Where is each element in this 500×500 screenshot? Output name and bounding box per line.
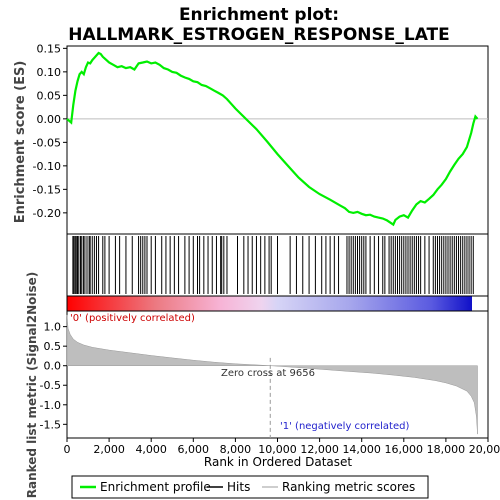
metric-ytick-label: -1.5: [40, 418, 61, 431]
es-ytick-label: 0.05: [37, 89, 62, 102]
metric-ylabel: Ranked list metric (Signal2Noise): [25, 272, 39, 499]
metric-ytick-label: 0.5: [44, 340, 62, 353]
es-ytick-label: -0.05: [33, 136, 61, 149]
legend-metric-label: Ranking metric scores: [282, 480, 415, 494]
rank-color-bar: [67, 296, 472, 311]
metric-ytick-label: 1.0: [44, 321, 62, 334]
negative-label: '1' (negatively correlated): [280, 421, 409, 432]
es-panel-frame: [66, 45, 489, 235]
metric-ytick-label: 0.0: [44, 360, 62, 373]
enrichment-profile-line: [66, 51, 479, 227]
x-tick-label: 16,000: [385, 443, 424, 456]
x-tick-label: 4,000: [135, 443, 167, 456]
zero-cross-label: Zero cross at 9656: [221, 368, 315, 379]
es-ytick-label: -0.20: [33, 207, 61, 220]
x-tick-label: 8,000: [220, 443, 252, 456]
es-ytick-label: 0.15: [37, 42, 62, 55]
ranking-metric-area: [66, 314, 478, 435]
x-tick-label: 6,000: [178, 443, 210, 456]
legend-box: [71, 475, 429, 499]
x-tick-label: 14,000: [342, 443, 381, 456]
x-tick-label: 0: [64, 443, 71, 456]
legend-enrichment-label: Enrichment profile: [100, 480, 211, 494]
es-ytick-label: -0.15: [33, 183, 61, 196]
legend-hits-label: Hits: [227, 480, 250, 494]
x-tick-label: 20,000: [469, 443, 500, 456]
es-ytick-label: 0.00: [37, 113, 62, 126]
es-ytick-label: 0.10: [37, 66, 62, 79]
x-tick-label: 12,000: [300, 443, 339, 456]
es-ytick-label: -0.10: [33, 160, 61, 173]
chart-title-line1: Enrichment plot:: [179, 5, 339, 25]
x-tick-label: 18,000: [427, 443, 466, 456]
positive-label: '0' (positively correlated): [70, 313, 195, 324]
chart-title-line2: HALLMARK_ESTROGEN_RESPONSE_LATE: [68, 25, 450, 45]
metric-ytick-label: -0.5: [40, 379, 61, 392]
metric-ytick-label: -1.0: [40, 399, 61, 412]
x-axis-label: Rank in Ordered Dataset: [204, 455, 352, 469]
x-tick-label: 2,000: [93, 443, 125, 456]
es-ylabel: Enrichment score (ES): [13, 61, 28, 224]
x-tick-label: 10,000: [258, 443, 297, 456]
